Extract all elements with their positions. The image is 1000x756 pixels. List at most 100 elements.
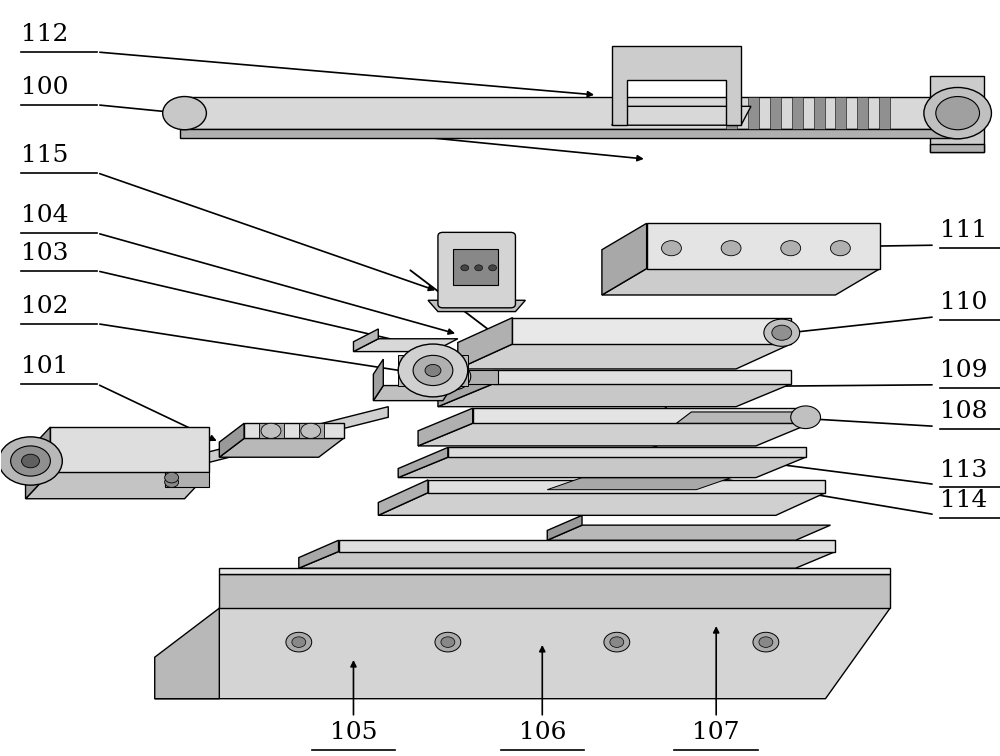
- Circle shape: [413, 355, 453, 386]
- Polygon shape: [259, 423, 284, 438]
- Text: 111: 111: [940, 219, 987, 243]
- Polygon shape: [453, 355, 468, 386]
- Polygon shape: [448, 448, 806, 457]
- Polygon shape: [165, 472, 209, 488]
- FancyBboxPatch shape: [438, 232, 515, 308]
- Text: 114: 114: [940, 488, 987, 512]
- Polygon shape: [353, 329, 378, 352]
- Polygon shape: [612, 107, 751, 125]
- Polygon shape: [339, 541, 835, 552]
- Text: 106: 106: [519, 721, 566, 744]
- Circle shape: [764, 319, 800, 346]
- Text: 101: 101: [21, 355, 68, 378]
- Circle shape: [163, 97, 206, 130]
- Circle shape: [604, 632, 630, 652]
- Polygon shape: [398, 355, 413, 386]
- Polygon shape: [814, 98, 825, 129]
- Polygon shape: [438, 370, 493, 407]
- Polygon shape: [299, 552, 835, 569]
- Circle shape: [791, 406, 821, 429]
- Polygon shape: [219, 575, 890, 608]
- Polygon shape: [244, 423, 344, 438]
- Text: 107: 107: [692, 721, 740, 744]
- Polygon shape: [373, 386, 453, 401]
- Polygon shape: [676, 412, 811, 423]
- Polygon shape: [792, 98, 803, 129]
- Text: 113: 113: [940, 459, 987, 482]
- Polygon shape: [879, 98, 890, 129]
- Polygon shape: [219, 438, 344, 457]
- Polygon shape: [353, 339, 458, 352]
- Polygon shape: [547, 516, 582, 541]
- Circle shape: [425, 364, 441, 376]
- Polygon shape: [26, 472, 209, 499]
- Polygon shape: [378, 493, 825, 516]
- Circle shape: [301, 423, 321, 438]
- Polygon shape: [726, 98, 737, 129]
- Circle shape: [610, 637, 624, 647]
- Polygon shape: [458, 318, 512, 369]
- Circle shape: [936, 97, 980, 130]
- Circle shape: [830, 240, 850, 256]
- Text: 104: 104: [21, 204, 68, 228]
- Circle shape: [753, 632, 779, 652]
- Circle shape: [759, 637, 773, 647]
- Polygon shape: [185, 407, 388, 469]
- Polygon shape: [299, 423, 324, 438]
- Polygon shape: [473, 408, 811, 423]
- Polygon shape: [373, 359, 383, 401]
- Polygon shape: [612, 46, 741, 125]
- Polygon shape: [602, 268, 880, 295]
- Circle shape: [489, 265, 497, 271]
- Circle shape: [22, 454, 39, 468]
- Circle shape: [11, 446, 50, 476]
- Text: 100: 100: [21, 76, 68, 99]
- Polygon shape: [835, 98, 846, 129]
- Polygon shape: [493, 370, 791, 384]
- Polygon shape: [930, 76, 984, 152]
- Polygon shape: [748, 98, 759, 129]
- Polygon shape: [857, 98, 868, 129]
- Text: 102: 102: [21, 295, 68, 318]
- Polygon shape: [299, 541, 339, 569]
- Polygon shape: [930, 144, 984, 152]
- Circle shape: [398, 344, 468, 397]
- Polygon shape: [219, 423, 244, 457]
- Circle shape: [261, 423, 281, 438]
- Circle shape: [662, 240, 681, 256]
- Polygon shape: [770, 98, 781, 129]
- Polygon shape: [547, 478, 731, 490]
- Text: 115: 115: [21, 144, 68, 167]
- Polygon shape: [438, 370, 498, 384]
- Circle shape: [924, 88, 991, 139]
- Polygon shape: [155, 608, 890, 699]
- Circle shape: [165, 472, 179, 483]
- Circle shape: [461, 265, 469, 271]
- Polygon shape: [219, 569, 890, 575]
- Polygon shape: [155, 608, 219, 699]
- Circle shape: [0, 437, 62, 485]
- Polygon shape: [438, 384, 791, 407]
- Polygon shape: [378, 480, 428, 516]
- Text: 105: 105: [330, 721, 377, 744]
- Circle shape: [475, 265, 483, 271]
- Polygon shape: [398, 448, 448, 478]
- Polygon shape: [647, 223, 880, 268]
- Circle shape: [165, 477, 179, 488]
- Circle shape: [286, 632, 312, 652]
- Polygon shape: [602, 223, 647, 295]
- Text: 110: 110: [940, 291, 987, 314]
- Polygon shape: [512, 318, 791, 344]
- Text: 112: 112: [21, 23, 68, 46]
- Circle shape: [721, 240, 741, 256]
- Text: 109: 109: [940, 359, 987, 382]
- Circle shape: [435, 363, 471, 390]
- Bar: [453, 249, 498, 285]
- Polygon shape: [180, 129, 960, 138]
- Polygon shape: [418, 423, 811, 446]
- Polygon shape: [398, 457, 806, 478]
- Polygon shape: [428, 480, 825, 493]
- Circle shape: [292, 637, 306, 647]
- Polygon shape: [458, 344, 791, 369]
- Circle shape: [772, 325, 792, 340]
